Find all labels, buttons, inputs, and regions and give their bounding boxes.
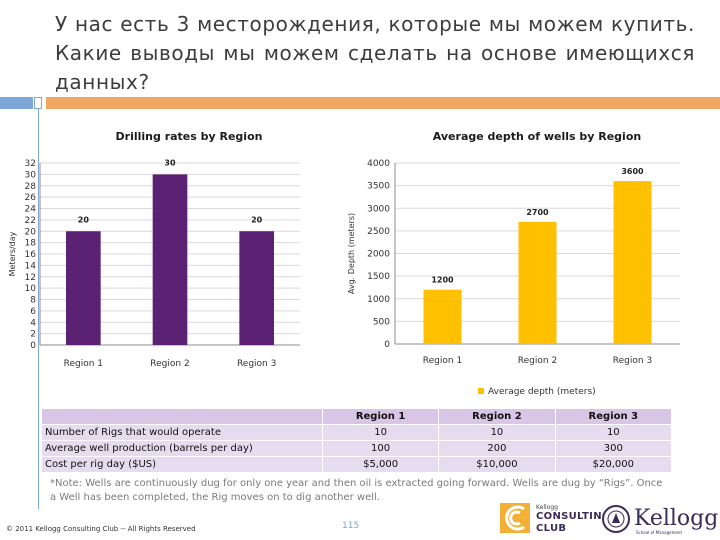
region-data-table: Region 1 Region 2 Region 3 Number of Rig… bbox=[41, 408, 673, 473]
y-tick-label: 1500 bbox=[367, 272, 390, 282]
y-tick-label: 18 bbox=[25, 239, 37, 249]
page-number: 115 bbox=[342, 521, 360, 531]
legend-label: Average depth (meters) bbox=[488, 387, 596, 397]
row-label-rigs: Number of Rigs that would operate bbox=[41, 424, 323, 441]
y-tick-label: 0 bbox=[384, 340, 390, 350]
row-label-cost: Cost per rig day ($US) bbox=[41, 456, 323, 473]
consulting-club-logo-icon bbox=[500, 503, 530, 533]
x-tick-label: Region 3 bbox=[613, 356, 652, 366]
y-tick-label: 2 bbox=[30, 330, 36, 340]
y-tick-label: 3000 bbox=[367, 204, 390, 214]
y-tick-label: 32 bbox=[25, 159, 36, 169]
title-bar-square bbox=[34, 97, 42, 109]
bar-1 bbox=[66, 231, 101, 345]
y-tick-label: 0 bbox=[30, 341, 36, 351]
consulting-club-small-text: Kellogg bbox=[536, 504, 558, 511]
bar-2 bbox=[518, 221, 557, 344]
table-cell: $10,000 bbox=[438, 456, 556, 473]
table-cell: $20,000 bbox=[554, 456, 673, 473]
table-row: Number of Rigs that would operate 10 10 … bbox=[41, 424, 673, 441]
y-axis-label: Meters/day bbox=[8, 231, 17, 276]
data-label: 20 bbox=[78, 215, 90, 224]
consulting-word: CONSULTING bbox=[536, 511, 611, 522]
table-cell: 10 bbox=[554, 424, 673, 441]
x-tick-label: Region 3 bbox=[237, 359, 276, 369]
table-header-blank bbox=[41, 408, 323, 425]
y-tick-label: 1000 bbox=[367, 295, 390, 305]
data-label: 30 bbox=[164, 158, 176, 167]
y-tick-label: 10 bbox=[25, 284, 37, 294]
table-header-region-2: Region 2 bbox=[438, 408, 556, 425]
table-header-region-3: Region 3 bbox=[554, 408, 673, 425]
legend-swatch bbox=[478, 388, 484, 394]
y-tick-label: 6 bbox=[30, 307, 36, 317]
y-axis-label: Avg. Depth (meters) bbox=[347, 213, 356, 294]
data-label: 2700 bbox=[526, 208, 549, 217]
x-tick-label: Region 2 bbox=[150, 359, 189, 369]
bar-2 bbox=[152, 174, 188, 345]
y-tick-label: 4000 bbox=[367, 159, 390, 169]
table-cell: 10 bbox=[438, 424, 556, 441]
bar-3 bbox=[239, 231, 274, 345]
left-accent-line bbox=[38, 109, 39, 509]
table-header-row: Region 1 Region 2 Region 3 bbox=[41, 408, 673, 425]
chart-title: Average depth of wells by Region bbox=[433, 130, 641, 143]
copyright: © 2011 Kellogg Consulting Club -- All Ri… bbox=[6, 525, 196, 533]
table-header-region-1: Region 1 bbox=[321, 408, 440, 425]
data-label: 3600 bbox=[621, 167, 644, 176]
bar-3 bbox=[613, 181, 652, 344]
club-word: CLUB bbox=[536, 523, 567, 534]
footnote: *Note: Wells are continuously dug for on… bbox=[50, 478, 663, 503]
y-tick-label: 20 bbox=[25, 227, 37, 237]
y-tick-label: 22 bbox=[25, 216, 36, 226]
chart-title: Drilling rates by Region bbox=[116, 130, 263, 143]
data-label: 20 bbox=[251, 215, 263, 224]
y-tick-label: 24 bbox=[25, 205, 37, 215]
table-cell: $5,000 bbox=[321, 456, 440, 473]
table-row: Cost per rig day ($US) $5,000 $10,000 $2… bbox=[41, 456, 673, 473]
title-bar-blue bbox=[0, 97, 33, 109]
x-tick-label: Region 1 bbox=[423, 356, 462, 366]
data-label: 1200 bbox=[431, 276, 454, 285]
y-tick-label: 8 bbox=[30, 296, 36, 306]
y-tick-label: 2500 bbox=[367, 227, 390, 237]
row-label-production: Average well production (barrels per day… bbox=[41, 440, 323, 457]
y-tick-label: 26 bbox=[25, 193, 37, 203]
table-cell: 10 bbox=[321, 424, 440, 441]
table-cell: 200 bbox=[438, 440, 556, 457]
y-tick-label: 3500 bbox=[367, 182, 390, 192]
y-tick-label: 30 bbox=[25, 170, 37, 180]
table-cell: 100 bbox=[321, 440, 440, 457]
kellogg-wordmark: Kellogg bbox=[634, 506, 719, 531]
x-tick-label: Region 2 bbox=[518, 356, 557, 366]
y-tick-label: 2000 bbox=[367, 250, 390, 260]
kellogg-seal-icon bbox=[602, 505, 630, 533]
y-tick-label: 14 bbox=[25, 261, 37, 271]
y-tick-label: 4 bbox=[30, 318, 36, 328]
slide-title: У нас есть 3 месторождения, которые мы м… bbox=[55, 12, 695, 94]
y-tick-label: 500 bbox=[373, 317, 390, 327]
y-tick-label: 12 bbox=[25, 273, 36, 283]
table-cell: 300 bbox=[554, 440, 673, 457]
kellogg-subtitle: School of Management bbox=[636, 530, 683, 535]
bar-1 bbox=[423, 289, 462, 344]
x-tick-label: Region 1 bbox=[64, 359, 103, 369]
logos: Kellogg CONSULTING CLUB Kellogg School o… bbox=[500, 503, 719, 537]
title-bar-orange bbox=[46, 97, 720, 109]
table-row: Average well production (barrels per day… bbox=[41, 440, 673, 457]
y-tick-label: 28 bbox=[25, 182, 37, 192]
y-tick-label: 16 bbox=[25, 250, 37, 260]
